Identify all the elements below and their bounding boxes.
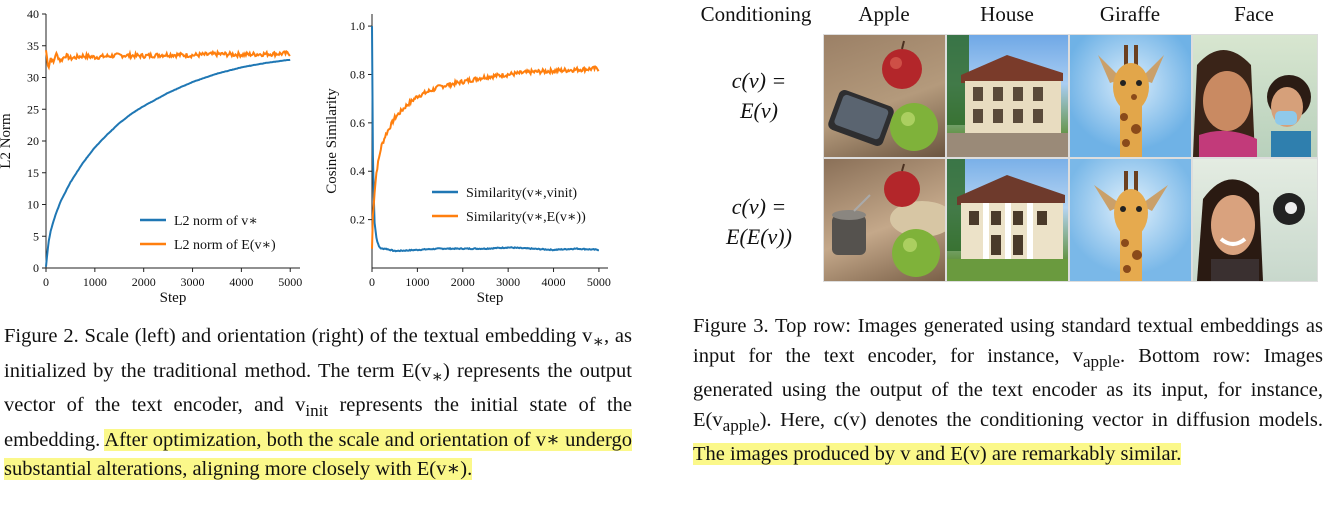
legend-label-1: Similarity(v∗,E(v∗)) (466, 210, 586, 225)
caption-text: represents the initial state of the embe… (4, 394, 632, 451)
y-tick-label: 40 (27, 7, 39, 21)
cosine-similarity-chart: 0 1000 2000 3000 4000 5000 0.2 0.4 0.6 0.8 1.0 Step… (324, 14, 611, 306)
caption-sub: ∗ (431, 366, 444, 386)
series-line-1 (371, 65, 600, 249)
house-image-row2 (946, 158, 1069, 282)
x-tick-label: 0 (43, 275, 49, 289)
caption-text: ). Here, c(v) denotes the conditioning v… (759, 408, 1323, 431)
face-image-row2 (1192, 158, 1318, 282)
legend-label-0: L2 norm of v∗ (174, 214, 258, 229)
face-image-row1 (1192, 34, 1318, 158)
y-tick-label: 30 (27, 71, 39, 85)
caption-sub: apple (1082, 351, 1120, 371)
giraffe-image-row1 (1069, 34, 1192, 158)
y-tick-label: 35 (27, 39, 39, 53)
x-tick-label: 3000 (181, 275, 205, 289)
y-tick-label: 0.2 (350, 213, 365, 227)
figure2-caption: Figure 2. Scale (left) and orientation (… (4, 322, 632, 485)
caption-text: . Bottom row: Images generated using the… (693, 344, 1323, 431)
y-tick-label: 0.6 (350, 116, 365, 130)
header-conditioning: Conditioning (700, 2, 812, 26)
caption-text: Figure 2. Scale (left) and orientation (… (4, 325, 593, 347)
row1-label-line1: c(v) = (731, 68, 787, 93)
series-line-0 (45, 58, 291, 267)
x-tick-label: 3000 (496, 275, 520, 289)
legend-label-0: Similarity(v∗,vinit) (466, 186, 577, 201)
y-axis-label: L2 Norm (0, 113, 14, 169)
row1-label-line2: E(v) (740, 98, 778, 123)
legend-label-1: L2 norm of E(v∗) (174, 238, 276, 253)
l2-norm-chart: 0 1000 2000 3000 4000 5000 0 5 10 15 20 25 30 35 40 Ste… (0, 7, 302, 306)
house-image-row1 (946, 34, 1069, 158)
figure3-caption: Figure 3. Top row: Images generated usin… (693, 312, 1323, 470)
y-tick-label: 0.4 (350, 164, 365, 178)
caption-sub: ∗ (592, 332, 604, 352)
x-tick-label: 1000 (83, 275, 107, 289)
caption-highlight: The images produced by v and E(v) are re… (693, 443, 1182, 466)
x-tick-label: 2000 (451, 275, 475, 289)
x-tick-label: 4000 (229, 275, 253, 289)
row1-label: c(v) = E(v) (700, 66, 818, 126)
y-tick-label: 10 (27, 198, 39, 212)
header-apple: Apple (858, 2, 910, 26)
row2-label-line2: E(E(v)) (726, 224, 792, 249)
caption-text: , as initialized by the traditional meth… (4, 325, 632, 382)
y-tick-label: 5 (33, 229, 39, 243)
apple-image-row1 (823, 34, 946, 158)
row2-label: c(v) = E(E(v)) (700, 192, 818, 252)
y-tick-label: 15 (27, 166, 39, 180)
y-axis-label: Cosine Similarity (324, 88, 340, 194)
x-tick-label: 1000 (405, 275, 429, 289)
y-tick-label: 0.8 (350, 67, 365, 81)
x-tick-label: 4000 (542, 275, 566, 289)
y-tick-label: 1.0 (350, 19, 365, 33)
header-house: House (980, 2, 1034, 26)
header-face: Face (1234, 2, 1274, 26)
caption-text: ) represents the output vector of the te… (4, 359, 632, 417)
x-tick-label: 5000 (587, 275, 611, 289)
row2-label-line1: c(v) = (731, 194, 787, 219)
giraffe-image-row2 (1069, 158, 1192, 282)
caption-sub: init (305, 401, 329, 421)
series-line-0 (371, 26, 600, 253)
y-tick-label: 0 (33, 261, 39, 275)
y-tick-label: 25 (27, 102, 39, 116)
caption-text: Figure 3. Top row: Images generated usin… (693, 315, 1323, 367)
caption-sub: apple (722, 415, 760, 435)
x-tick-label: 0 (369, 275, 375, 289)
apple-image-row2 (823, 158, 946, 282)
series-line-1 (45, 49, 291, 71)
x-tick-label: 2000 (132, 275, 156, 289)
x-axis-label: Step (160, 290, 187, 306)
header-giraffe: Giraffe (1099, 2, 1161, 26)
x-tick-label: 5000 (278, 275, 302, 289)
y-tick-label: 20 (27, 134, 39, 148)
x-axis-label: Step (477, 290, 504, 306)
